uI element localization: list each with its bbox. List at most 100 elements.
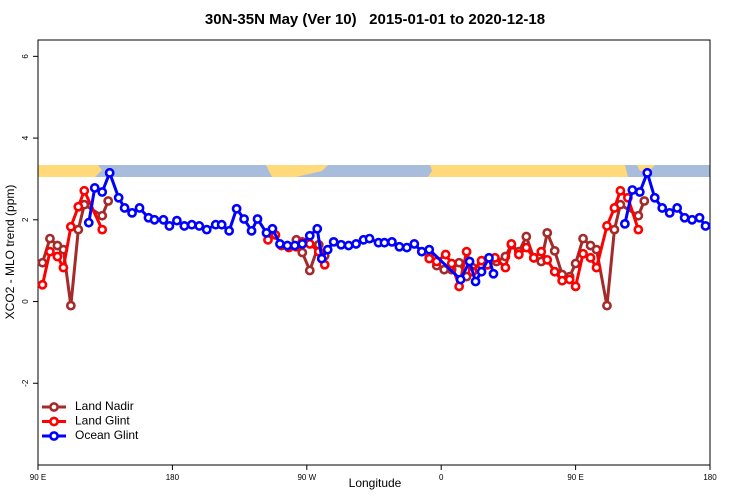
data-point (119, 203, 130, 213)
data-point (506, 239, 517, 249)
plot-frame (37, 39, 711, 466)
data-point (609, 203, 620, 213)
data-point (343, 240, 354, 251)
data-point (602, 300, 612, 311)
data-point (297, 247, 308, 258)
data-point (564, 274, 575, 285)
data-point (615, 185, 626, 196)
data-point (578, 248, 588, 259)
data-point (454, 257, 465, 268)
data-point (585, 252, 596, 263)
data-point (52, 251, 63, 262)
data-point (470, 276, 481, 287)
data-point (351, 239, 361, 249)
data-point (239, 214, 249, 224)
data-point (700, 221, 711, 231)
data-point (416, 246, 427, 257)
data-point (500, 262, 511, 273)
data-point (424, 253, 435, 264)
data-point (216, 219, 227, 230)
data-point (609, 224, 620, 235)
data-point (528, 252, 539, 263)
y-tick-label: 4 (21, 135, 30, 140)
data-point (322, 244, 333, 255)
data-point (464, 256, 475, 267)
data-point (591, 262, 602, 273)
data-point (542, 254, 553, 265)
data-point (297, 239, 308, 249)
data-point (282, 240, 293, 251)
y-tick-label: 0 (21, 299, 30, 304)
data-point (664, 207, 675, 218)
data-point (231, 203, 242, 214)
data-point (304, 239, 315, 249)
data-point (639, 196, 650, 206)
data-point (127, 207, 137, 218)
data-point (103, 196, 114, 206)
data-point (521, 231, 532, 242)
data-point (446, 258, 457, 269)
data-point (267, 223, 278, 234)
data-point (633, 224, 644, 235)
x-tick-label: 90 E (30, 473, 46, 482)
x-tick-label: 0 (439, 473, 444, 482)
data-point (275, 239, 285, 249)
data-point (379, 237, 390, 248)
data-point (252, 214, 263, 224)
y-tick-label: 6 (21, 54, 30, 59)
data-point (557, 275, 568, 286)
data-point (549, 245, 560, 256)
data-point (694, 212, 705, 223)
data-point (97, 224, 108, 235)
x-tick-label: 90 W (297, 473, 316, 482)
data-point (394, 241, 405, 252)
data-point (364, 233, 375, 244)
data-point (149, 214, 160, 225)
data-point (542, 227, 553, 238)
data-point (113, 192, 124, 203)
data-point (164, 221, 175, 231)
data-point (679, 212, 690, 223)
data-point (83, 217, 94, 228)
data-point (549, 266, 560, 277)
data-point (461, 246, 472, 257)
data-point (73, 201, 84, 212)
x-tick-label: 180 (703, 473, 717, 482)
legend-marker (49, 402, 59, 412)
data-point (687, 214, 697, 225)
data-point (97, 210, 108, 221)
data-point (186, 219, 197, 230)
y-tick-label: -2 (21, 379, 30, 387)
y-axis-label: XCO2 - MLO trend (ppm) (3, 185, 17, 320)
data-point (642, 167, 653, 178)
data-point (37, 257, 48, 268)
data-point (570, 258, 581, 269)
legend-label: Ocean Glint (75, 428, 139, 442)
y-tick-label: 2 (21, 217, 30, 222)
data-point (328, 236, 339, 247)
x-tick-label: 180 (166, 473, 180, 482)
data-point (570, 281, 581, 292)
data-point (158, 214, 169, 225)
data-point (312, 223, 323, 234)
data-point (484, 252, 494, 263)
data-point (171, 215, 182, 226)
data-point (672, 203, 683, 213)
data-point (513, 249, 524, 260)
data-point (45, 233, 55, 244)
data-point (97, 187, 108, 197)
data-point (79, 185, 90, 196)
data-point (304, 230, 315, 241)
data-point (488, 268, 499, 279)
data-point (289, 240, 300, 251)
data-point (37, 279, 48, 290)
data-point (224, 225, 235, 236)
data-point (401, 242, 412, 253)
data-point (476, 266, 487, 277)
data-point (578, 233, 588, 244)
data-point (440, 249, 451, 260)
data-point (65, 300, 76, 311)
data-point (304, 265, 315, 276)
chart-title: 30N-35N May (Ver 10) 2015-01-01 to 2020-… (205, 11, 545, 28)
